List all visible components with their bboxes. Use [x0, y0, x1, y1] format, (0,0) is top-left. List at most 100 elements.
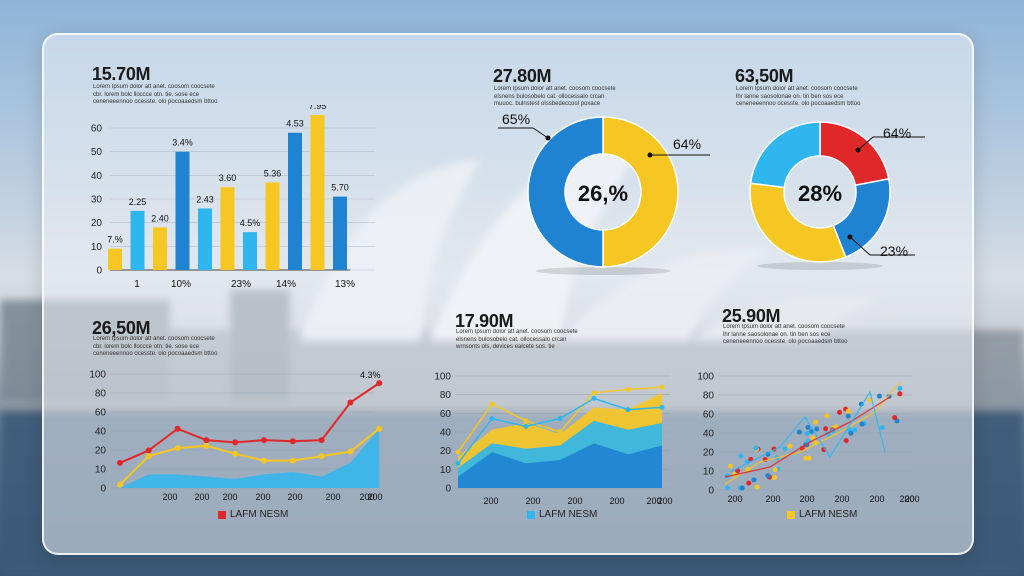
- legend-swatch: [218, 510, 226, 519]
- x-tick-label: 200: [727, 494, 742, 504]
- scatter-point: [738, 453, 744, 459]
- data-point: [145, 447, 152, 454]
- scatter-point: [753, 445, 759, 451]
- chart-legend: LAFM NESM: [527, 509, 597, 520]
- metric-value: 27.80M: [493, 66, 552, 86]
- scatter-point: [897, 385, 903, 391]
- scatter-point: [845, 413, 851, 419]
- x-tick-label: 1: [134, 279, 140, 290]
- leader-line: [857, 136, 874, 151]
- data-point: [347, 399, 354, 406]
- metric-value: 25.90M: [722, 306, 781, 326]
- x-tick-label: 200: [869, 494, 884, 504]
- data-point: [455, 460, 461, 466]
- y-tick-label: 20: [91, 218, 103, 229]
- bar: [265, 182, 280, 270]
- bar: [243, 232, 257, 270]
- y-tick-label: 50: [91, 147, 103, 158]
- x-tick-label: 13%: [335, 279, 355, 290]
- y-tick-label: 30: [91, 195, 103, 206]
- line-series: [119, 382, 380, 464]
- y-tick-label: 60: [95, 408, 107, 419]
- data-point: [557, 416, 563, 422]
- data-point: [557, 429, 563, 435]
- donut-shadow: [535, 267, 671, 275]
- bar-data-label: 2.25: [129, 197, 147, 207]
- scatter-point: [845, 408, 851, 414]
- donut-chart: 26,% 65% 64%: [498, 111, 710, 275]
- data-point: [523, 423, 529, 429]
- x-tick-label: 200: [359, 492, 374, 502]
- x-tick-label: 200: [162, 492, 177, 502]
- x-tick-label: 23%: [231, 279, 251, 290]
- y-tick-label: 0: [96, 266, 102, 277]
- x-tick-label: 200: [325, 492, 340, 502]
- bar-chart: 0 10 20 30 40 50 60 7.% 2.25 2.40 3.4% 2.43 3.60 4.5%…: [91, 105, 375, 290]
- scatter-point: [782, 446, 788, 452]
- y-tick-label: 0: [445, 484, 451, 495]
- data-point: [376, 425, 383, 432]
- bar: [198, 208, 212, 270]
- x-tick-label: 200: [367, 492, 382, 502]
- x-tick-label: 200: [287, 492, 302, 502]
- scatter-point: [746, 480, 752, 486]
- data-point: [591, 395, 597, 401]
- donut-center-label: 26,%: [578, 181, 628, 206]
- y-tick-label: 80: [703, 391, 715, 402]
- scatter-point: [879, 425, 885, 431]
- scatter-point: [751, 477, 757, 483]
- metric-value: 17.90M: [455, 311, 514, 331]
- y-tick-label: 20: [440, 446, 452, 457]
- y-tick-label: 60: [703, 410, 715, 421]
- bar: [310, 115, 325, 270]
- data-point: [523, 418, 529, 424]
- y-tick-label: 10: [91, 242, 103, 253]
- metric-description: Lorem Ipsum dolor att anet. coosom coocs…: [736, 86, 861, 107]
- bar-data-label: 7.95: [309, 105, 327, 111]
- data-point: [455, 449, 461, 455]
- scatter-point: [876, 393, 882, 399]
- scatter-point: [772, 475, 778, 481]
- data-point: [376, 380, 383, 387]
- bar-data-label: 4.53: [286, 119, 304, 129]
- slice-label: 64%: [673, 136, 701, 152]
- data-point: [591, 390, 597, 396]
- y-tick-label: 40: [703, 429, 715, 440]
- scatter-point: [805, 424, 811, 430]
- bar-data-label: 2.43: [196, 194, 214, 204]
- x-tick-label: 200: [567, 496, 582, 506]
- line-series: [119, 427, 380, 486]
- bar-data-label: 7.%: [107, 235, 123, 245]
- data-point: [289, 438, 296, 445]
- leader-dot: [647, 152, 653, 158]
- y-tick-label: 40: [440, 428, 452, 439]
- scatter-point: [754, 484, 760, 490]
- scatter-point: [892, 415, 898, 421]
- x-tick-label: 200: [657, 496, 672, 506]
- y-tick-label: 100: [434, 372, 451, 383]
- metric-value: 26,50M: [92, 318, 151, 338]
- scatter-point: [824, 413, 830, 419]
- data-point: [347, 448, 354, 455]
- bar: [153, 227, 167, 270]
- scatter-point: [897, 391, 903, 397]
- donut-slice: [749, 121, 821, 189]
- bar: [288, 132, 302, 270]
- x-tick-label: 200: [194, 492, 209, 502]
- data-point: [203, 442, 210, 449]
- scatter-point: [848, 430, 854, 436]
- x-tick-label: 200: [222, 492, 237, 502]
- x-tick-label: 200: [255, 492, 270, 502]
- leader-dot: [545, 135, 551, 141]
- y-tick-label: 80: [95, 389, 107, 400]
- chart-legend: LAFM NESM: [787, 509, 857, 520]
- metric-description: Lorem Ipsum dolor att anet. coosom coocs…: [723, 324, 848, 345]
- y-tick-label: 10: [95, 465, 107, 476]
- bar: [130, 210, 145, 270]
- x-tick-label: 200: [525, 496, 540, 506]
- x-tick-label: 200: [799, 494, 814, 504]
- donut-slice: [527, 116, 604, 268]
- scatter-point: [725, 485, 731, 491]
